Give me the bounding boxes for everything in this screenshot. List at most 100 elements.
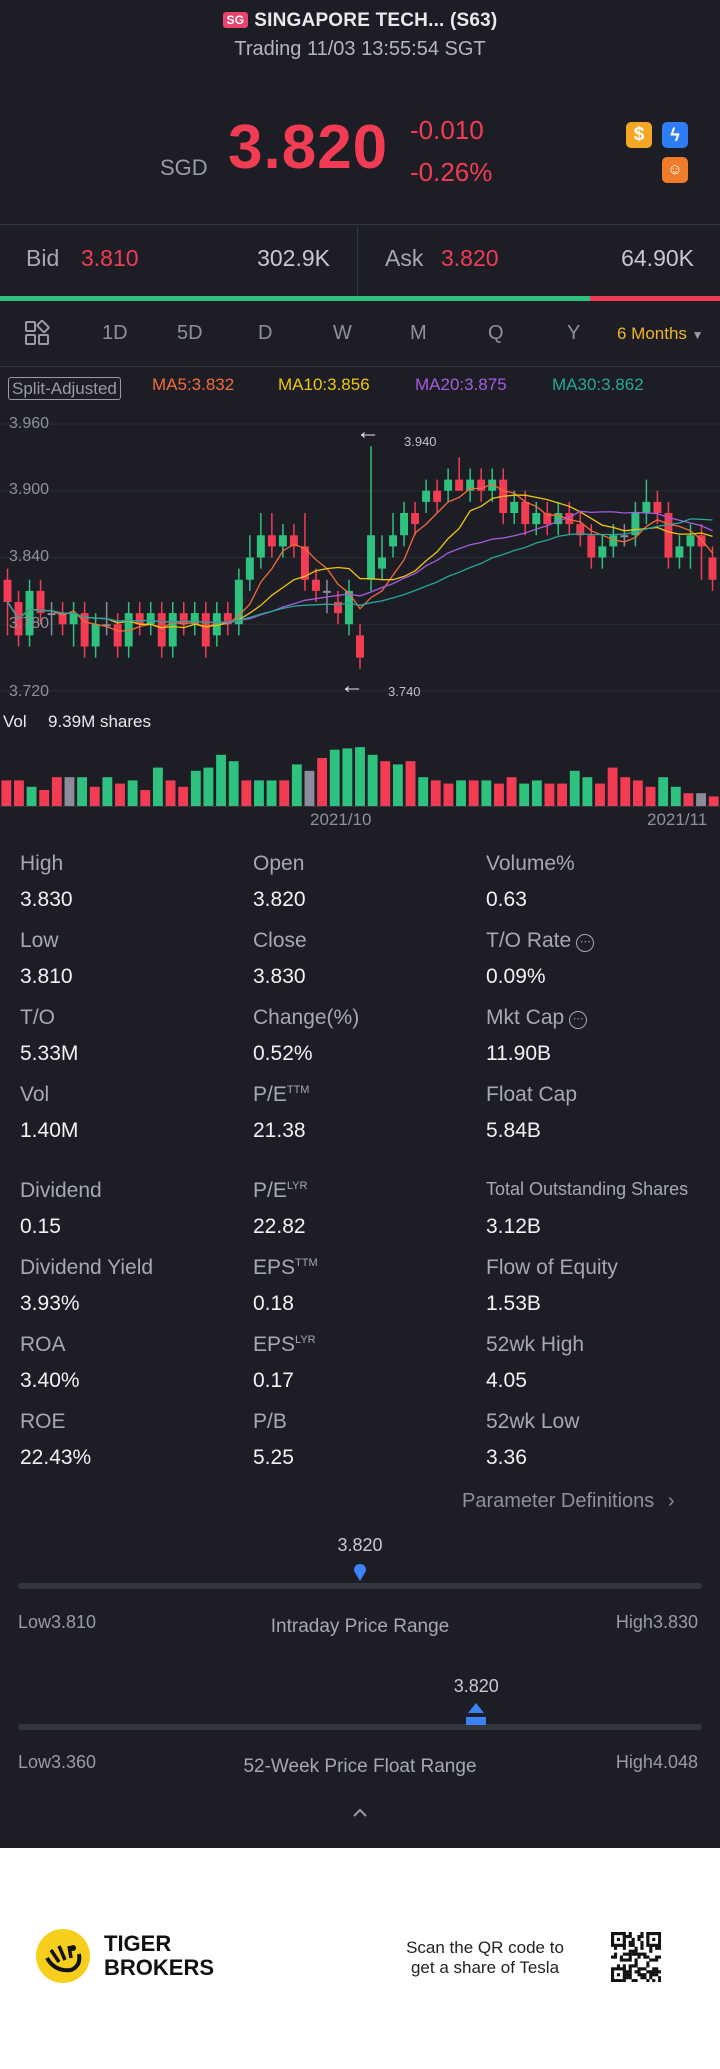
volume-bar [380,761,391,806]
volume-bar [266,780,277,806]
candle [234,568,243,636]
candle [587,524,596,569]
stat-label: ROA [20,1333,66,1357]
tab-q[interactable]: Q [488,322,504,344]
volume-bar [329,749,340,806]
stat-label: Close [253,929,307,953]
stat-value: 5.84B [486,1119,541,1142]
stat-label: Vol [20,1083,49,1107]
intraday-high: High3.830 [615,1612,698,1632]
candle [245,535,254,591]
tab-d[interactable]: D [258,322,273,344]
bid-label: Bid [26,245,60,271]
stat-label: Flow of Equity [486,1256,618,1280]
volume-bar [708,796,719,806]
candle [47,602,56,636]
tab-m[interactable]: M [410,322,427,344]
volume-bar [115,783,125,806]
candle [289,524,298,558]
tab-6-months[interactable]: 6 Months ▼ [617,324,704,344]
stat-label-text: ROA [20,1333,66,1356]
qr-code-icon[interactable] [611,1932,662,1983]
lightning-badge-icon[interactable]: ϟ [662,122,688,148]
stat-label-text: T/O Rate [486,929,572,952]
candle [212,602,221,647]
stat-value: 3.810 [20,965,73,988]
dollar-badge-icon[interactable]: $ [626,122,652,148]
chart-layout-icon[interactable] [24,319,50,346]
candle [455,457,464,491]
candle [91,613,100,658]
52week-range-track [18,1724,702,1730]
stat-label-text: Vol [20,1083,50,1106]
stat-value: 5.25 [253,1446,294,1469]
ma10-legend: MA10:3.856 [278,375,370,394]
ask-depth-bar [590,296,720,301]
stat-label-text: P/E [253,1083,287,1106]
volume-bar [304,770,315,806]
stat-value: 3.820 [253,888,306,911]
trading-status: Trading 11/03 13:55:54 SGT [234,38,486,60]
volume-bar [645,786,656,806]
options-badge-icon[interactable]: ☺ [662,157,688,183]
stat-value: 3.36 [486,1446,527,1469]
candle [267,513,276,558]
stat-label-text: Total Outstanding Shares [486,1179,689,1199]
volume-value: 9.39M shares [48,712,151,731]
bid-size: 302.9K [257,245,330,271]
volume-bar [392,764,403,806]
volume-bar [531,780,542,806]
candle [278,524,287,558]
chart-low-annotation: 3.740 [388,684,421,699]
volume-bar [582,777,593,806]
stat-label-text: Dividend Yield [20,1256,154,1279]
stock-name: SINGAPORE TECH... (S63) [254,10,498,31]
split-adjusted-toggle[interactable]: Split-Adjusted [8,377,121,400]
candle [345,579,353,636]
bid-price[interactable]: 3.810 [81,245,139,271]
stat-value: 3.830 [20,888,73,911]
volume-bar [254,780,264,806]
info-icon[interactable]: ⋯ [569,1011,588,1029]
stat-label: P/B [253,1410,287,1434]
volume-bar [342,748,353,806]
info-icon[interactable]: ⋯ [576,934,595,952]
stat-value: 0.18 [253,1292,294,1315]
tab-5d[interactable]: 5D [177,322,203,344]
collapse-chevron-up-icon[interactable] [352,1805,368,1821]
candle [36,579,45,625]
stat-label-text: High [20,852,64,875]
volume-bar [279,780,290,806]
stat-label-superscript: TTM [295,1257,318,1269]
tab-y[interactable]: Y [567,322,581,344]
volume-bar [14,780,24,806]
candle [609,524,618,558]
volume-bar [64,777,75,806]
candle [201,602,210,658]
volume-bar [355,747,365,806]
tab-1d[interactable]: 1D [102,322,128,344]
stat-value: 1.40M [20,1119,79,1142]
stat-label: EPSTTM [253,1256,318,1280]
candle [69,602,78,647]
volume-bar [152,767,163,806]
ask-price[interactable]: 3.820 [441,245,499,271]
stat-value: 5.33M [20,1042,79,1065]
volume-bar [430,780,441,806]
candle [664,501,673,569]
stat-label-superscript: LYR [286,1180,308,1192]
stat-value: 1.53B [486,1292,541,1315]
tab-6-months-label: 6 Months [617,324,687,343]
stat-label-text: EPS [253,1333,296,1356]
stat-label-text: Flow of Equity [486,1256,618,1279]
volume-bar [190,770,201,806]
stat-value: 0.15 [20,1215,61,1238]
low-marker-arrow-icon: ← [340,672,364,699]
ma30-line [6,518,713,624]
parameter-definitions-link[interactable]: Parameter Definitions › [462,1490,675,1513]
y-tick-label: 3.720 [9,683,50,700]
tab-w[interactable]: W [333,322,352,344]
volume-chart[interactable] [0,738,720,806]
currency-label: SGD [160,155,208,180]
candlestick-chart[interactable] [0,400,720,710]
